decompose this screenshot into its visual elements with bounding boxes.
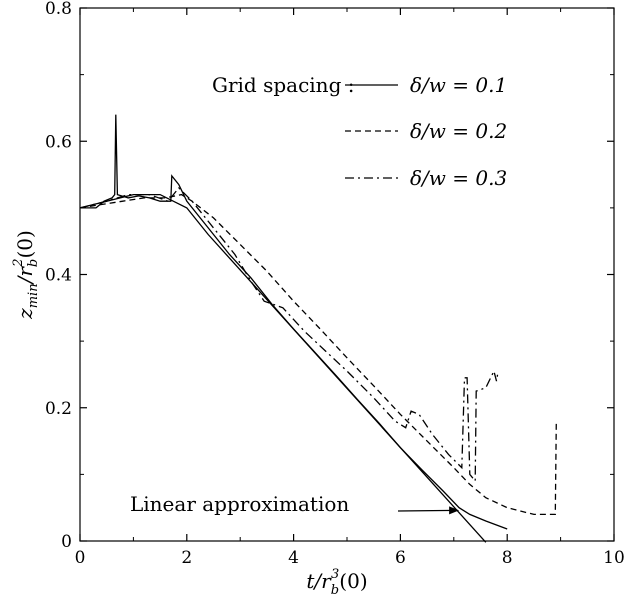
y-tick-label: 0.2: [45, 399, 72, 419]
y-tick-label: 0.6: [45, 132, 72, 152]
x-tick-label: 6: [395, 548, 406, 568]
annotation-arrow-line: [397, 509, 457, 512]
x-tick-label: 10: [603, 548, 624, 568]
y-tick-label: 0: [61, 532, 72, 552]
x-tick-label: 4: [288, 548, 299, 568]
x-tick-label: 0: [75, 548, 86, 568]
legend-label-1: δ/w = 0.2: [410, 119, 507, 143]
legend-label-0: δ/w = 0.1: [410, 73, 507, 97]
legend-title: Grid spacing :: [212, 73, 354, 97]
annotation-arrowhead: [449, 506, 460, 515]
series-line-3: [79, 193, 487, 543]
annotation-linear-approximation: Linear approximation: [130, 492, 349, 516]
x-tick-label: 2: [181, 548, 192, 568]
y-tick-label: 0.8: [45, 0, 72, 19]
y-axis-title: zmin/rb2(0): [11, 230, 41, 320]
series-line-1: [79, 193, 557, 516]
x-tick-label: 8: [502, 548, 513, 568]
x-axis-title: t/rb3(0): [306, 567, 367, 598]
series-line-0: [80, 114, 508, 530]
legend-label-2: δ/w = 0.3: [410, 166, 507, 190]
series-line-2: [79, 186, 499, 483]
y-tick-label: 0.4: [45, 266, 72, 286]
